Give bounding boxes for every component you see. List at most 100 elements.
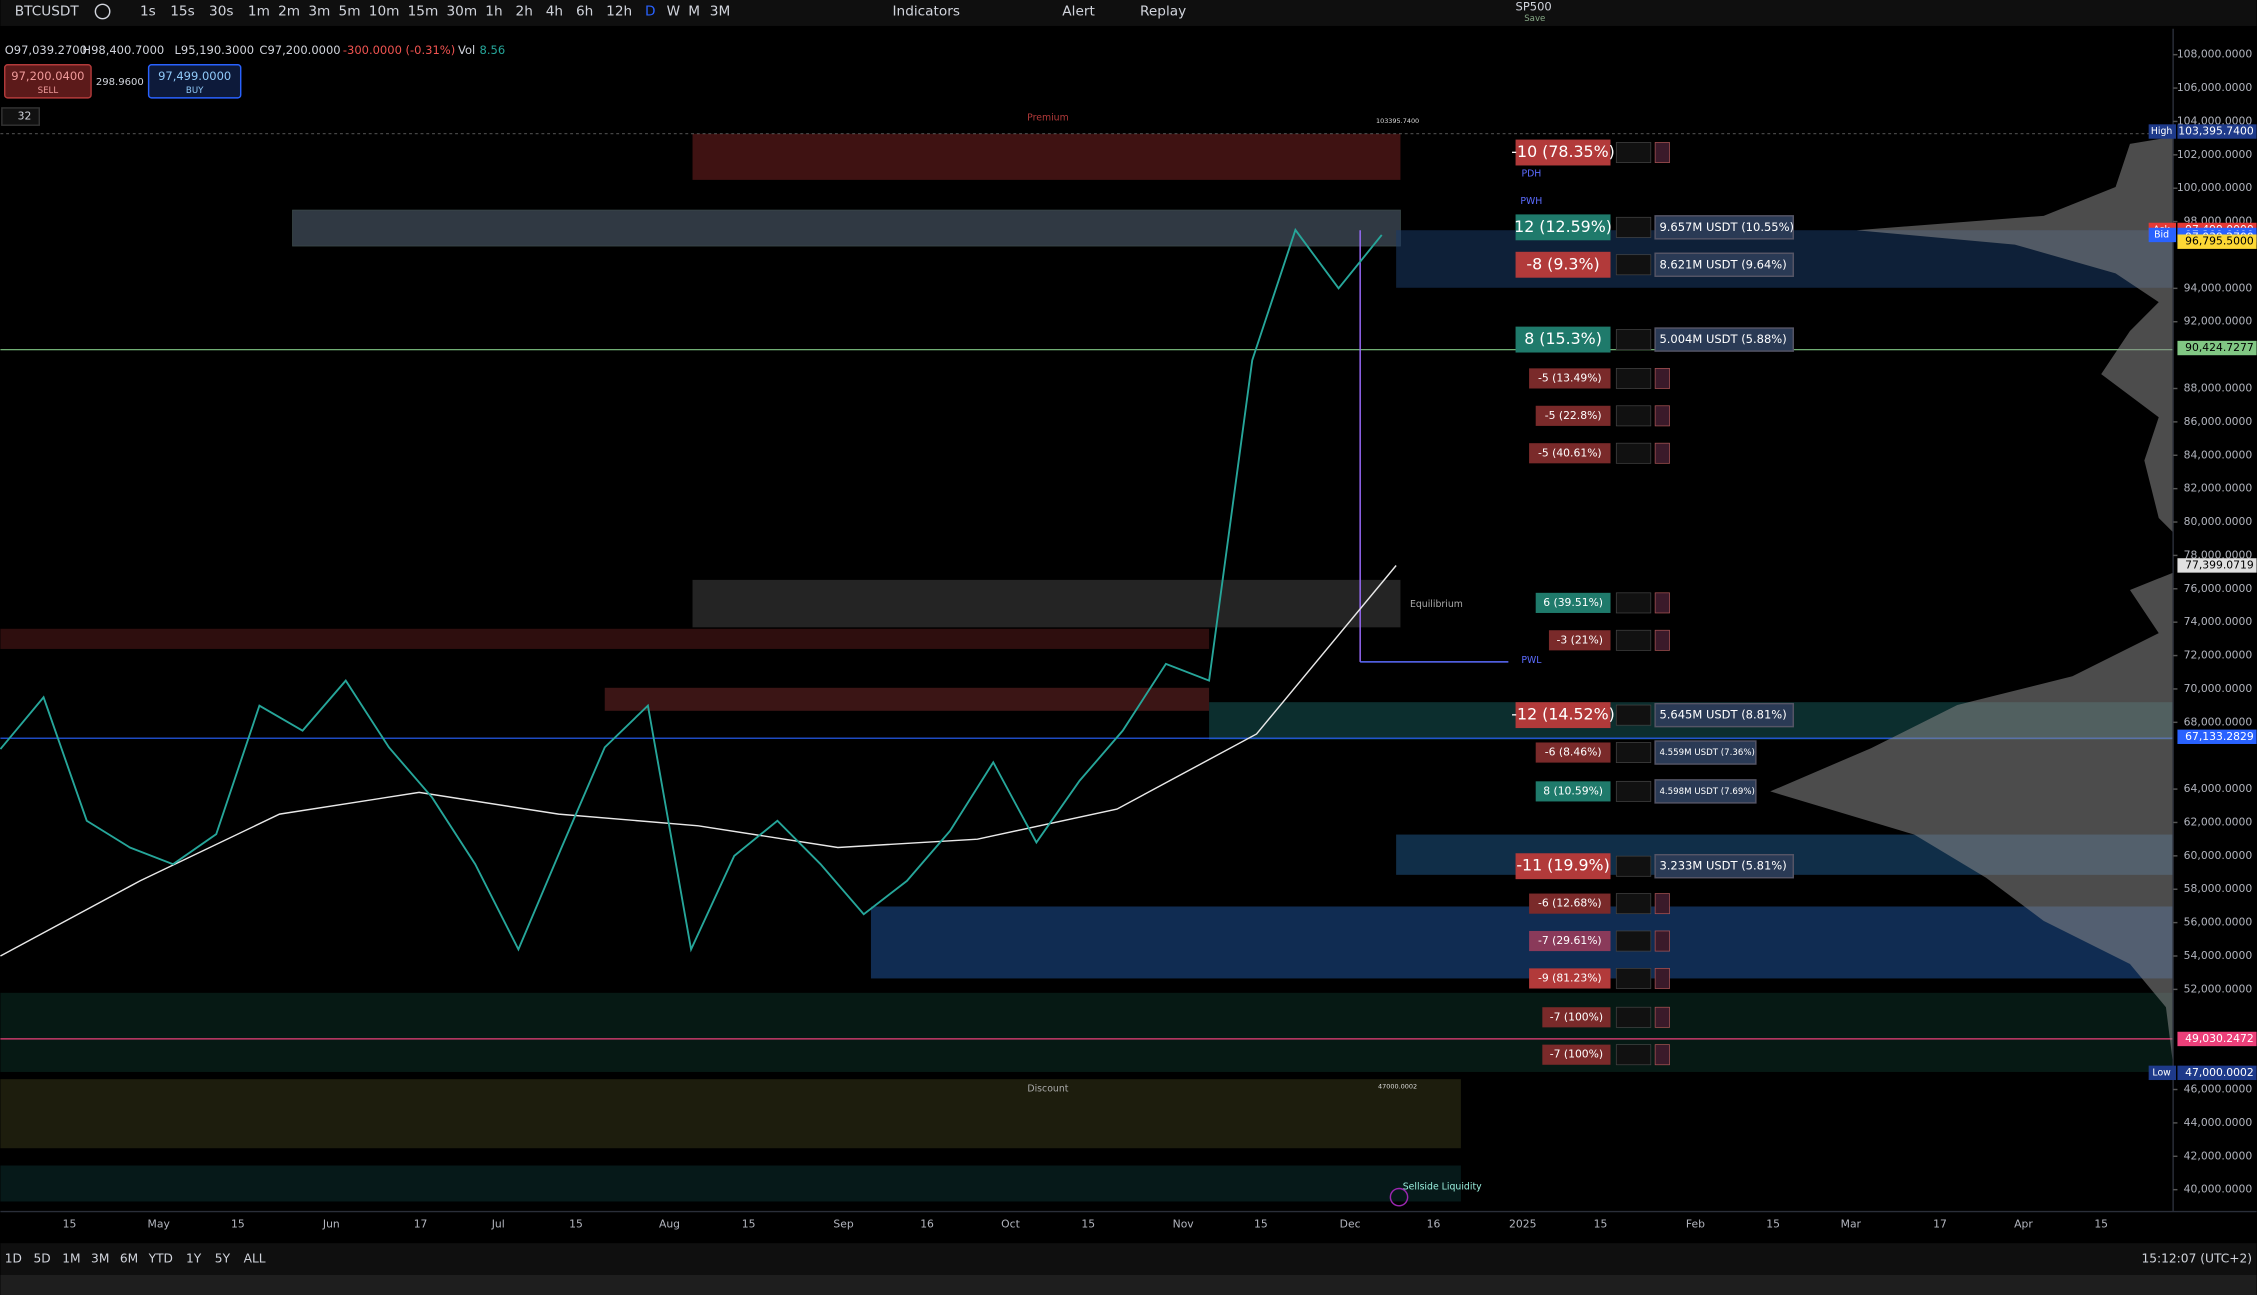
y-tick-label: 106,000.0000	[2177, 81, 2253, 94]
indicator-toggle[interactable]	[1, 107, 40, 126]
interval-button[interactable]: 15m	[408, 4, 439, 20]
equilibrium-zone	[692, 579, 1401, 628]
price-label-box	[2177, 558, 2257, 573]
interval-button[interactable]: 15s	[170, 4, 195, 20]
position-box	[1529, 443, 1611, 464]
sell-label[interactable]: SELL	[38, 86, 59, 96]
interval-button[interactable]: D	[645, 4, 656, 20]
x-tick-label: 2025	[1509, 1217, 1536, 1230]
position-box	[1515, 702, 1611, 729]
annotation: Discount	[1027, 1084, 1068, 1095]
x-tick-label: 15	[1594, 1217, 1608, 1230]
interval-button[interactable]: 2h	[516, 4, 533, 20]
y-tick-label: 52,000.0000	[2184, 982, 2253, 995]
interval-button[interactable]: 5m	[339, 4, 361, 20]
replay-button[interactable]: Replay	[1140, 4, 1186, 20]
position-box	[1515, 214, 1611, 241]
y-tick-label: 104,000.0000	[2177, 114, 2253, 127]
save-button[interactable]: Save	[1524, 14, 1545, 24]
range-button[interactable]: ALL	[244, 1252, 266, 1266]
price-label: 77,399.0719	[2185, 558, 2254, 571]
price-label: 67,133.2829	[2185, 730, 2254, 743]
compare-symbol[interactable]: SP500	[1516, 0, 1552, 14]
indicators-button[interactable]: Indicators	[893, 4, 960, 20]
interval-button[interactable]: 3m	[308, 4, 330, 20]
alert-button[interactable]: Alert	[1062, 4, 1095, 20]
interval-button[interactable]: M	[688, 4, 700, 20]
volume-box	[1654, 142, 1670, 163]
price-line	[0, 565, 1397, 957]
price-label-box	[2177, 340, 2257, 356]
range-button[interactable]: 1D	[5, 1252, 22, 1266]
sell-price[interactable]: 97,200.0400	[11, 69, 84, 83]
close: C97,200.0000	[259, 43, 340, 57]
y-tick-label: 60,000.0000	[2184, 849, 2253, 862]
sell-button[interactable]	[4, 64, 92, 99]
interval-button[interactable]: 2m	[278, 4, 300, 20]
volume-label: 5.645M USDT (8.81%)	[1659, 708, 1786, 722]
range-button[interactable]: 1Y	[186, 1252, 202, 1266]
interval-button[interactable]: W	[667, 4, 681, 20]
interval-button[interactable]: 1m	[248, 4, 270, 20]
volume-box	[1654, 779, 1757, 804]
price-line	[0, 227, 1383, 953]
position-box	[1515, 853, 1611, 880]
volume-box	[1654, 1006, 1670, 1028]
buy-label[interactable]: BUY	[186, 86, 204, 96]
y-tick-label: 88,000.0000	[2184, 382, 2253, 395]
indicator-count[interactable]: 32	[18, 110, 32, 123]
price-label-box	[2177, 234, 2257, 249]
position-label: -7 (29.61%)	[1538, 934, 1602, 947]
range-button[interactable]: 3M	[91, 1252, 109, 1266]
position-label: -7 (100%)	[1550, 1010, 1603, 1023]
price-label-box	[2177, 729, 2257, 744]
interval-button[interactable]: 12h	[606, 4, 632, 20]
y-tick-label: 62,000.0000	[2184, 815, 2253, 828]
volume-box	[1654, 968, 1670, 989]
price-label: 47,000.0002	[2185, 1066, 2254, 1079]
y-tick-label: 84,000.0000	[2184, 448, 2253, 461]
volume-box	[1654, 215, 1794, 240]
position-box	[1542, 1007, 1611, 1028]
interval-button[interactable]: 1s	[140, 4, 156, 20]
interval-button[interactable]: 30s	[209, 4, 233, 20]
price-label: 103,395.7400	[2178, 125, 2254, 138]
buy-price[interactable]: 97,499.0000	[158, 69, 231, 83]
position-tag	[1615, 893, 1652, 915]
position-box	[1529, 893, 1611, 914]
y-tick-label: 44,000.0000	[2184, 1116, 2253, 1129]
position-box	[1529, 368, 1611, 389]
range-button[interactable]: 6M	[120, 1252, 138, 1266]
add-symbol[interactable]	[94, 3, 111, 20]
high: H98,400.7000	[82, 43, 164, 57]
position-label: 12 (12.59%)	[1514, 217, 1612, 236]
x-tick-label: Nov	[1173, 1217, 1195, 1230]
position-box	[1529, 930, 1611, 952]
position-label: 8 (10.59%)	[1543, 784, 1603, 797]
annotation: PDH	[1521, 169, 1541, 180]
range-button[interactable]: 1M	[62, 1252, 80, 1266]
volume-label: 8.621M USDT (9.64%)	[1659, 257, 1786, 271]
interval-button[interactable]: 6h	[576, 4, 593, 20]
interval-button[interactable]: 10m	[369, 4, 400, 20]
x-tick-label: Jun	[322, 1217, 340, 1230]
volume-box	[1654, 367, 1670, 389]
interval-button[interactable]: 4h	[546, 4, 563, 20]
y-tick-label: 92,000.0000	[2184, 315, 2253, 328]
annotation: Sellside Liquidity	[1403, 1182, 1482, 1193]
annotation: 47000.0002	[1378, 1082, 1417, 1090]
position-tag	[1615, 855, 1652, 877]
interval-button[interactable]: 1h	[485, 4, 502, 20]
range-button[interactable]: YTD	[148, 1252, 173, 1266]
interval-button[interactable]: 30m	[446, 4, 477, 20]
interval-button[interactable]: 3M	[710, 4, 730, 20]
buy-button[interactable]	[147, 64, 242, 99]
symbol[interactable]: BTCUSDT	[15, 4, 80, 20]
volume-box	[1654, 702, 1794, 728]
range-button[interactable]: 5D	[34, 1252, 51, 1266]
price-tag-box	[2148, 227, 2177, 243]
y-tick-label: 68,000.0000	[2184, 715, 2253, 728]
range-button[interactable]: 5Y	[215, 1252, 231, 1266]
volume-label: 9.657M USDT (10.55%)	[1659, 220, 1794, 234]
